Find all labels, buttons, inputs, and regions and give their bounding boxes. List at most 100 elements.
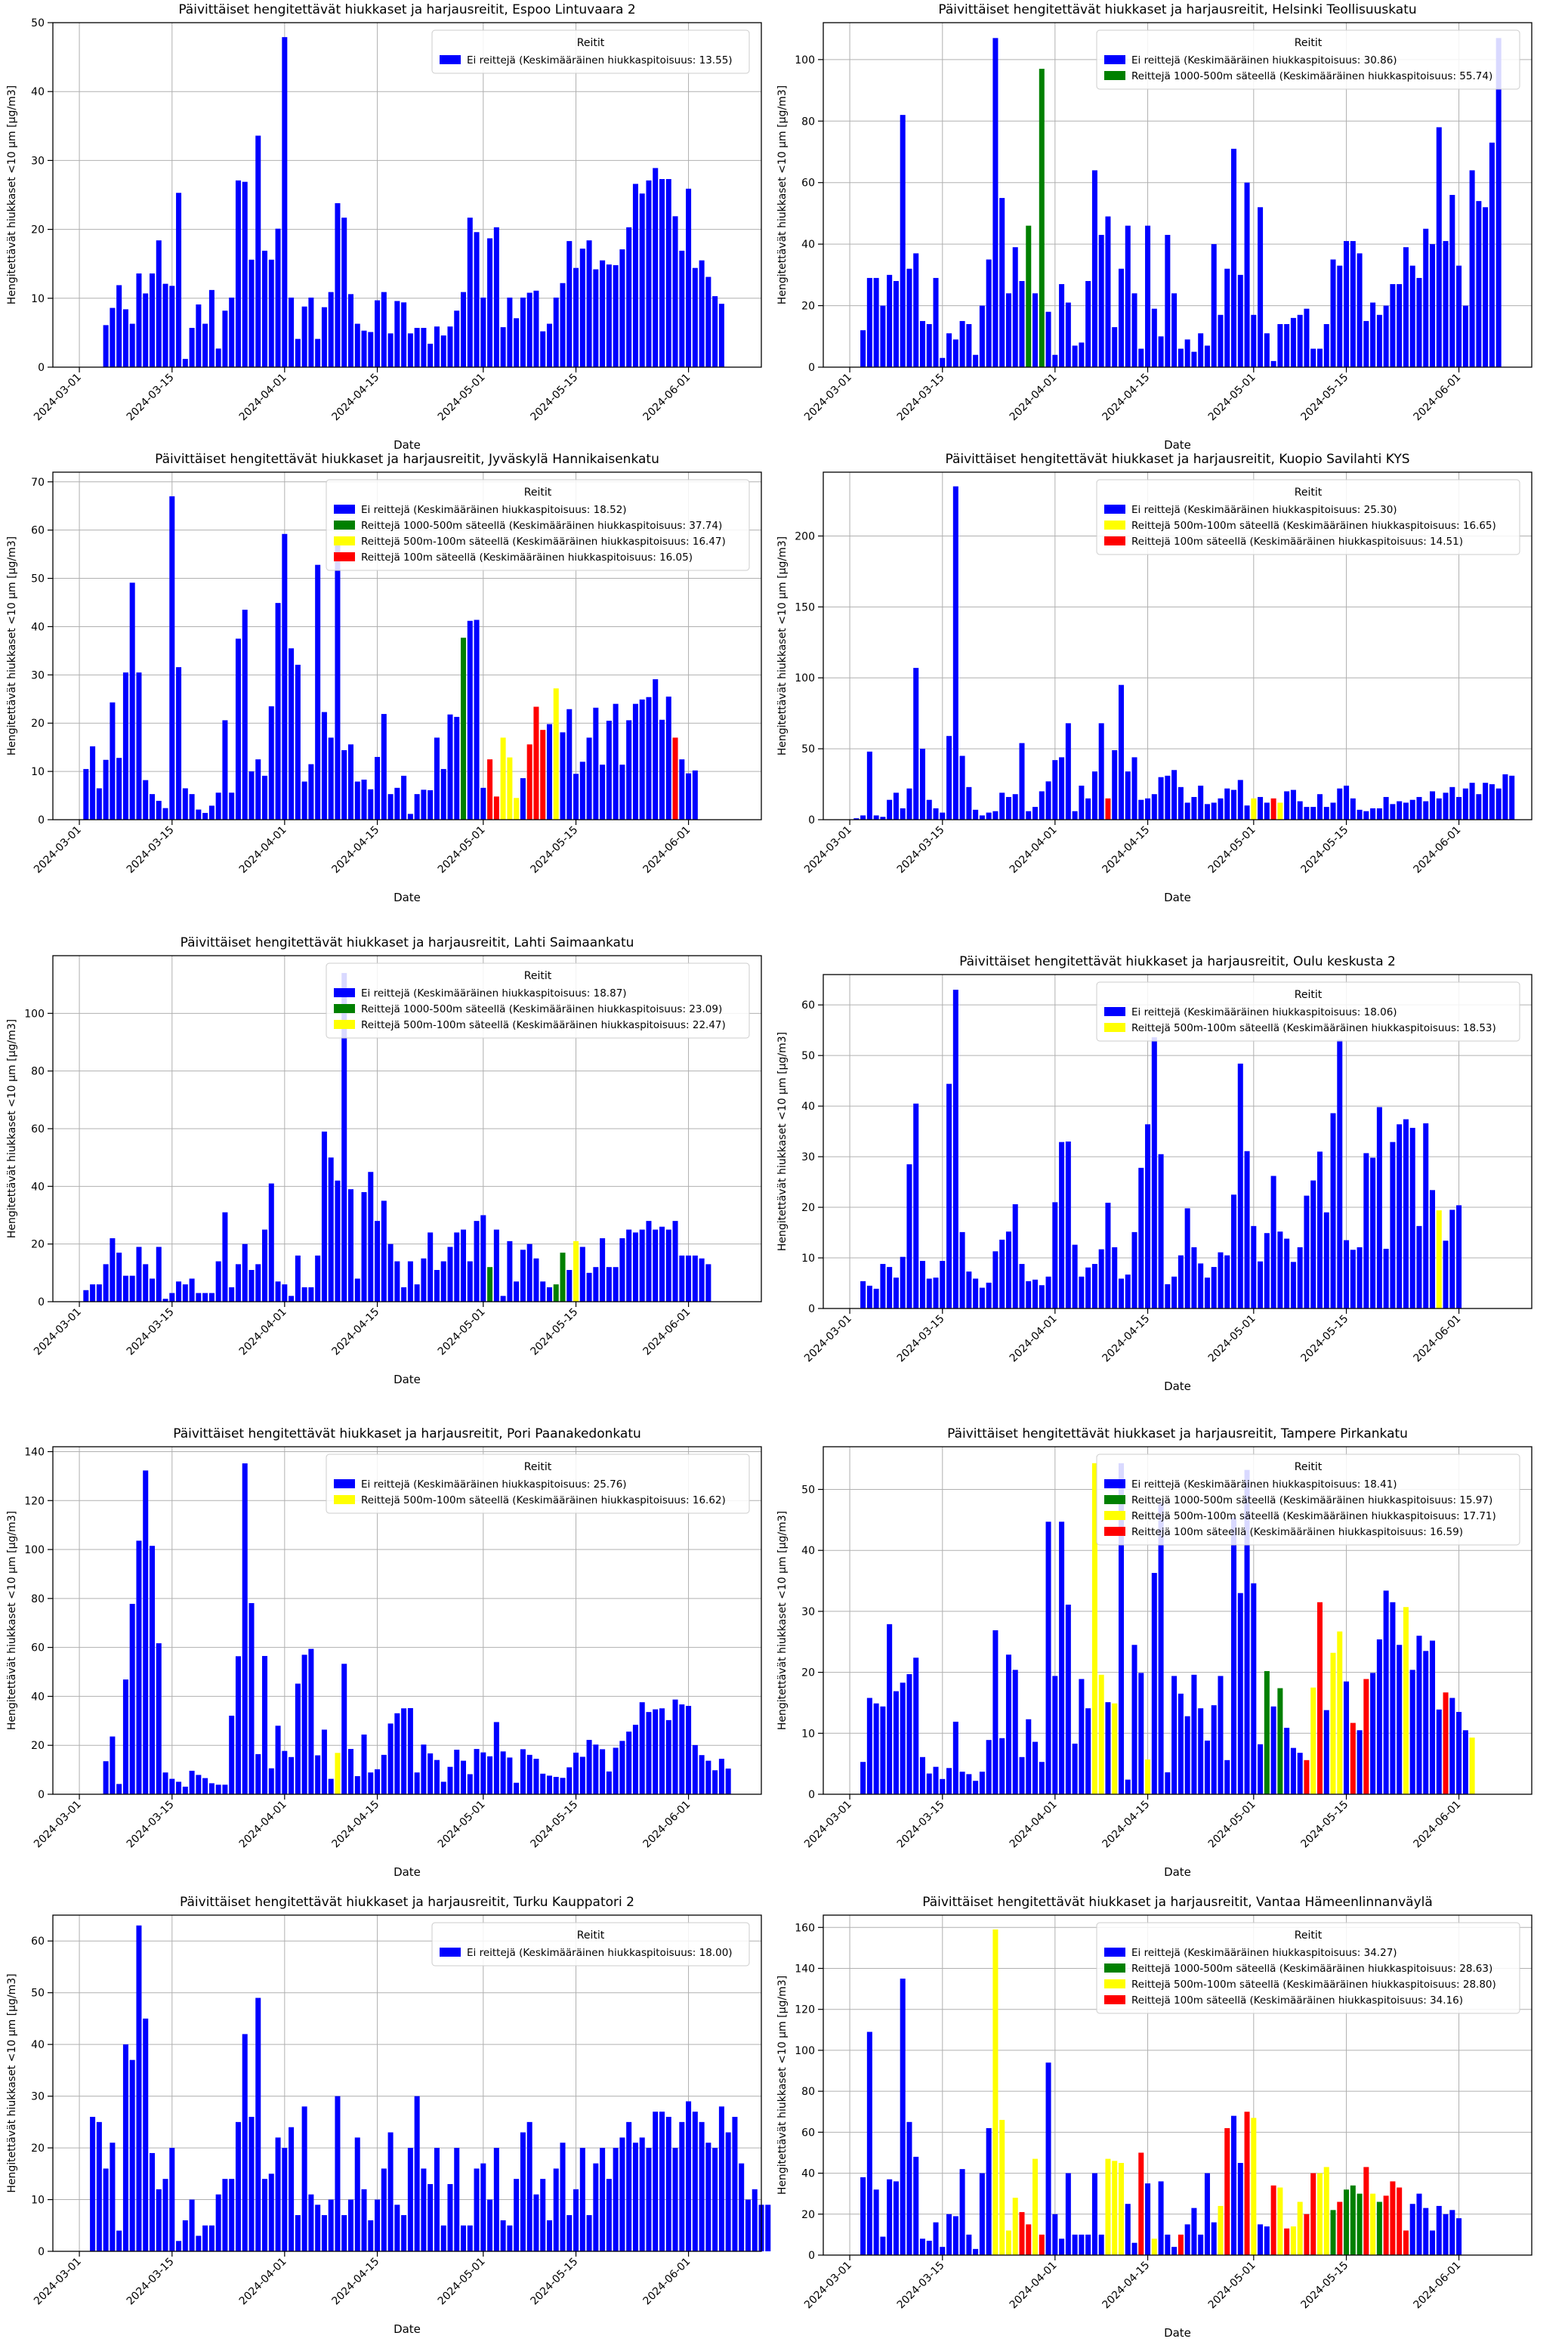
bar bbox=[407, 2148, 413, 2251]
x-tick-label: 2024-06-01 bbox=[641, 1306, 693, 1358]
bar bbox=[966, 2234, 972, 2255]
bar bbox=[919, 749, 926, 820]
bar bbox=[639, 193, 645, 367]
bar bbox=[427, 790, 434, 820]
bar bbox=[1072, 1744, 1078, 1794]
bar bbox=[1079, 1679, 1085, 1794]
bar bbox=[1462, 1730, 1468, 1794]
y-tick-label: 100 bbox=[24, 1544, 45, 1556]
bar bbox=[295, 664, 301, 820]
bar bbox=[229, 297, 235, 367]
x-tick-label: 2024-05-15 bbox=[1299, 372, 1351, 424]
bar bbox=[1065, 2173, 1071, 2255]
bar bbox=[926, 2241, 932, 2255]
bar bbox=[268, 706, 274, 820]
x-tick-label: 2024-04-15 bbox=[1100, 1799, 1153, 1851]
bar bbox=[387, 333, 394, 367]
bar bbox=[906, 788, 912, 820]
y-tick-label: 30 bbox=[31, 155, 45, 167]
bar bbox=[1052, 1676, 1058, 1794]
x-tick-label: 2024-06-01 bbox=[1412, 372, 1464, 424]
bar bbox=[1204, 1740, 1210, 1794]
bar bbox=[1495, 38, 1502, 367]
bar bbox=[593, 269, 599, 367]
bar bbox=[295, 2215, 301, 2251]
bar bbox=[593, 707, 599, 820]
bar bbox=[1098, 1249, 1104, 1308]
y-tick-label: 40 bbox=[31, 621, 45, 633]
bar bbox=[653, 1709, 659, 1794]
bar bbox=[461, 1229, 467, 1302]
bar bbox=[122, 2044, 128, 2251]
bar bbox=[560, 1253, 566, 1302]
bar bbox=[1290, 789, 1296, 820]
bar bbox=[1284, 1728, 1290, 1794]
bar bbox=[1171, 293, 1178, 367]
bar bbox=[1383, 796, 1389, 820]
bar bbox=[394, 2204, 400, 2251]
bar bbox=[1191, 1674, 1197, 1794]
bar bbox=[129, 1603, 135, 1794]
bar bbox=[1218, 314, 1224, 367]
bar bbox=[341, 218, 347, 367]
bar bbox=[394, 1261, 400, 1302]
bar bbox=[893, 1691, 899, 1794]
bar bbox=[487, 1756, 493, 1794]
bar bbox=[1264, 802, 1270, 820]
bar bbox=[566, 2215, 573, 2251]
legend-entry: Ei reittejä (Keskimääräinen hiukkaspitoi… bbox=[361, 504, 627, 516]
bar bbox=[248, 259, 255, 367]
bar bbox=[368, 332, 374, 367]
bar bbox=[1065, 1142, 1071, 1308]
bar bbox=[474, 1749, 480, 1794]
bar bbox=[606, 1771, 612, 1794]
bar bbox=[176, 1781, 182, 1794]
bar bbox=[705, 2143, 711, 2251]
bar bbox=[1403, 247, 1409, 367]
bar bbox=[613, 1267, 619, 1302]
bar bbox=[1125, 225, 1131, 367]
bar bbox=[1012, 1204, 1018, 1308]
bar bbox=[447, 1766, 453, 1794]
bar bbox=[639, 2137, 645, 2251]
bar bbox=[1449, 1210, 1455, 1308]
bar bbox=[1224, 268, 1230, 367]
bar bbox=[1297, 801, 1303, 820]
x-tick-label: 2024-03-15 bbox=[125, 1799, 177, 1851]
bar bbox=[526, 744, 532, 820]
legend: Reitit Ei reittejä (Keskimääräinen hiukka… bbox=[431, 1922, 750, 1967]
bar bbox=[1045, 1276, 1051, 1308]
bar bbox=[1337, 265, 1343, 367]
bar bbox=[129, 2059, 135, 2251]
bar bbox=[999, 1239, 1005, 1308]
bar bbox=[718, 304, 724, 367]
bar bbox=[480, 297, 486, 367]
axes-frame bbox=[52, 1914, 762, 2252]
bar bbox=[156, 1247, 162, 1302]
bar bbox=[1350, 1250, 1356, 1308]
bar bbox=[1495, 788, 1502, 820]
bar bbox=[765, 2204, 771, 2251]
bar bbox=[992, 1630, 999, 1794]
bar bbox=[255, 1997, 261, 2251]
bar bbox=[1337, 2201, 1343, 2255]
y-tick-label: 0 bbox=[808, 362, 815, 374]
x-tick-label: 2024-05-01 bbox=[436, 2256, 488, 2308]
bar bbox=[122, 309, 128, 367]
bar bbox=[986, 812, 992, 820]
bar bbox=[103, 2168, 109, 2251]
bar bbox=[1231, 1194, 1237, 1308]
y-tick-label: 40 bbox=[801, 2168, 815, 2180]
bar bbox=[940, 1778, 946, 1794]
bar bbox=[887, 274, 893, 367]
bar bbox=[136, 1925, 142, 2251]
bar bbox=[926, 1773, 932, 1794]
bar bbox=[427, 2184, 434, 2251]
bar bbox=[540, 2179, 546, 2251]
bar bbox=[1145, 2183, 1151, 2255]
y-tick-label: 20 bbox=[801, 301, 815, 313]
y-tick-label: 40 bbox=[801, 1545, 815, 1557]
bar bbox=[725, 2132, 731, 2251]
bar bbox=[242, 181, 248, 367]
